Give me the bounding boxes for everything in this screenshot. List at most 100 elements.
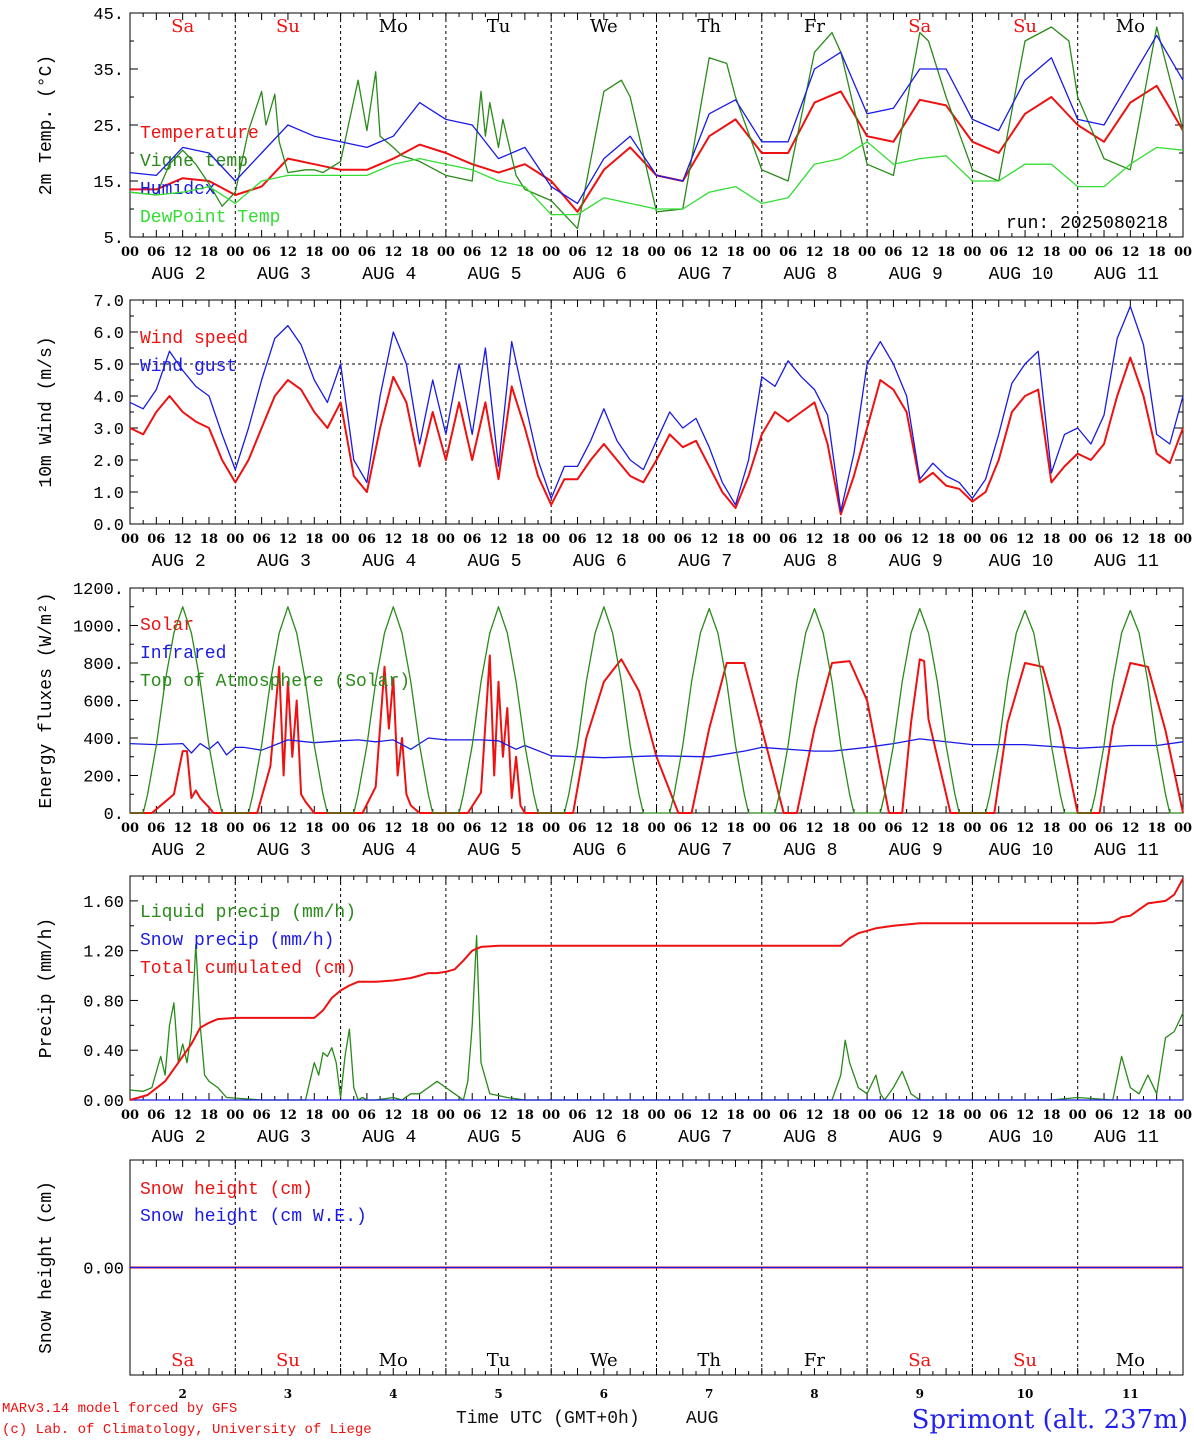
hour-tick-label: 00 xyxy=(437,1108,455,1123)
date-label: AUG 6 xyxy=(573,1128,627,1148)
hour-tick-label: 18 xyxy=(937,245,955,260)
y-tick-label: 0.00 xyxy=(83,1261,124,1280)
legend-entry: Top of Atmosphere (Solar) xyxy=(140,672,410,692)
hour-tick-label: 18 xyxy=(937,1108,955,1123)
hour-tick-label: 00 xyxy=(753,245,771,260)
hour-tick-label: 12 xyxy=(911,532,929,547)
hour-tick-label: 06 xyxy=(253,1108,271,1123)
hour-tick-label: 12 xyxy=(595,821,613,836)
hour-tick-label: 12 xyxy=(174,821,192,836)
series-infrared xyxy=(129,737,1184,759)
hour-tick-label: 06 xyxy=(568,532,586,547)
date-label: AUG 4 xyxy=(362,841,416,861)
hour-tick-label: 06 xyxy=(884,532,902,547)
series-dewpoint-temp xyxy=(129,141,1184,216)
hour-tick-label: 06 xyxy=(674,1108,692,1123)
y-tick-label: 4.0 xyxy=(93,389,124,408)
hour-tick-label: 18 xyxy=(305,532,323,547)
hour-tick-label: 06 xyxy=(779,1108,797,1123)
hour-tick-label: 06 xyxy=(568,245,586,260)
hour-tick-label: 00 xyxy=(647,532,665,547)
hour-tick-label: 00 xyxy=(226,245,244,260)
hour-tick-label: 00 xyxy=(1069,821,1087,836)
hour-tick-label: 12 xyxy=(490,532,508,547)
day-of-week-label: Mo xyxy=(1116,1350,1145,1371)
day-number-label: 9 xyxy=(916,1387,924,1401)
hour-tick-label: 18 xyxy=(516,821,534,836)
hour-tick-label: 18 xyxy=(516,532,534,547)
run-label: run: 2025080218 xyxy=(1006,214,1168,234)
series-humidex xyxy=(129,34,1184,205)
hour-tick-label: 18 xyxy=(411,532,429,547)
hour-tick-label: 18 xyxy=(621,1108,639,1123)
day-of-week-label: Su xyxy=(276,1350,300,1371)
date-label: AUG 9 xyxy=(889,552,943,572)
y-tick-label: 600. xyxy=(83,694,124,713)
hour-tick-label: 12 xyxy=(595,532,613,547)
hour-tick-label: 18 xyxy=(937,821,955,836)
day-number-label: 4 xyxy=(389,1387,397,1401)
hour-tick-label: 18 xyxy=(1042,532,1060,547)
hour-tick-label: 18 xyxy=(621,821,639,836)
y-tick-label: 7.0 xyxy=(93,293,124,312)
y-axis-label: 10m Wind (m/s) xyxy=(37,336,57,487)
hour-tick-label: 00 xyxy=(121,821,139,836)
date-label: AUG 5 xyxy=(468,841,522,861)
hour-tick-label: 18 xyxy=(832,245,850,260)
hour-tick-label: 00 xyxy=(753,1108,771,1123)
hour-tick-label: 06 xyxy=(674,245,692,260)
hour-tick-label: 00 xyxy=(542,821,560,836)
hour-tick-label: 12 xyxy=(700,532,718,547)
hour-tick-label: 18 xyxy=(1148,821,1166,836)
date-label: AUG 3 xyxy=(257,265,311,285)
hour-tick-label: 12 xyxy=(700,1108,718,1123)
day-of-week-label: Tu xyxy=(487,16,511,37)
hour-tick-label: 18 xyxy=(1042,245,1060,260)
legend-entry: Liquid precip (mm/h) xyxy=(140,903,356,923)
hour-tick-label: 06 xyxy=(674,532,692,547)
hour-tick-label: 18 xyxy=(726,1108,744,1123)
hour-tick-label: 06 xyxy=(253,532,271,547)
day-of-week-label: Fr xyxy=(804,1350,825,1371)
hour-tick-label: 12 xyxy=(595,1108,613,1123)
y-axis-label: Snow height (cm) xyxy=(37,1181,57,1354)
date-label: AUG 6 xyxy=(573,265,627,285)
hour-tick-label: 18 xyxy=(411,245,429,260)
hour-tick-label: 06 xyxy=(1095,1108,1113,1123)
y-tick-label: 0.00 xyxy=(83,1093,124,1112)
hour-tick-label: 00 xyxy=(332,821,350,836)
hour-tick-label: 12 xyxy=(490,245,508,260)
hour-tick-label: 12 xyxy=(490,821,508,836)
hour-tick-label: 18 xyxy=(200,821,218,836)
hour-tick-label: 00 xyxy=(121,245,139,260)
hour-tick-label: 12 xyxy=(279,245,297,260)
day-of-week-label: Su xyxy=(1013,1350,1037,1371)
hour-tick-label: 00 xyxy=(1174,532,1192,547)
date-label: AUG 8 xyxy=(783,265,837,285)
hour-tick-label: 12 xyxy=(174,532,192,547)
hour-tick-label: 12 xyxy=(700,821,718,836)
y-tick-label: 3.0 xyxy=(93,421,124,440)
hour-tick-label: 12 xyxy=(279,1108,297,1123)
hour-tick-label: 12 xyxy=(1016,532,1034,547)
hour-tick-label: 12 xyxy=(805,532,823,547)
hour-tick-label: 06 xyxy=(1095,245,1113,260)
hour-tick-label: 18 xyxy=(1042,1108,1060,1123)
date-label: AUG 6 xyxy=(573,841,627,861)
hour-tick-label: 06 xyxy=(358,532,376,547)
day-number-label: 6 xyxy=(600,1387,608,1401)
y-tick-label: 0.80 xyxy=(83,993,124,1012)
model-credit: MARv3.14 model forced by GFS xyxy=(2,1401,237,1417)
hour-tick-label: 06 xyxy=(147,532,165,547)
date-label: AUG 4 xyxy=(362,265,416,285)
date-label: AUG 10 xyxy=(989,841,1054,861)
hour-tick-label: 06 xyxy=(358,245,376,260)
hour-tick-label: 18 xyxy=(411,1108,429,1123)
hour-tick-label: 06 xyxy=(779,245,797,260)
hour-tick-label: 00 xyxy=(858,245,876,260)
hour-tick-label: 06 xyxy=(990,532,1008,547)
hour-tick-label: 00 xyxy=(858,1108,876,1123)
legend-entry: Wind gust xyxy=(140,357,237,377)
day-of-week-label: Sa xyxy=(908,1350,931,1371)
hour-tick-label: 00 xyxy=(1174,821,1192,836)
